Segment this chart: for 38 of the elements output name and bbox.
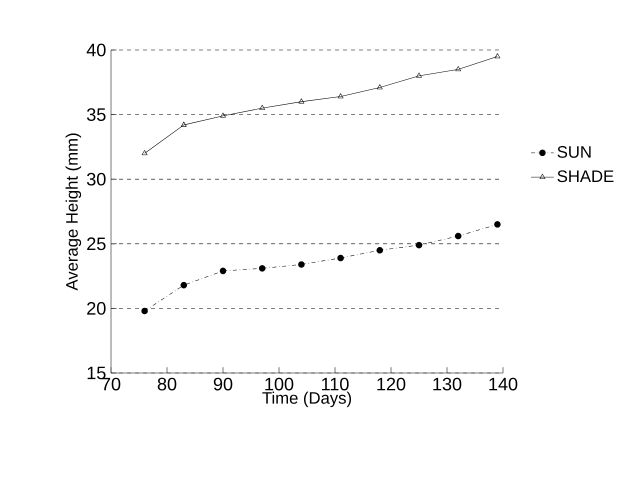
point	[180, 122, 187, 127]
x-tick-label: 110	[322, 378, 349, 390]
point	[141, 308, 148, 314]
point	[494, 53, 500, 58]
y-tick-label: 40	[86, 44, 106, 56]
point	[220, 268, 226, 274]
y-tick-label: 30	[86, 172, 106, 186]
x-tick-label: 140	[489, 378, 518, 390]
legend-label: SUN	[558, 146, 591, 158]
y-tick-label: 25	[87, 237, 106, 250]
point	[259, 104, 266, 110]
point	[180, 282, 188, 288]
point	[337, 254, 344, 262]
x-tick-label: 120	[377, 378, 406, 390]
y-tick-label: 15	[88, 366, 106, 380]
point	[494, 221, 501, 228]
point	[416, 72, 422, 78]
point	[142, 150, 148, 156]
point	[376, 246, 384, 254]
point	[338, 93, 344, 98]
point	[258, 265, 266, 272]
x-tick-label: 100	[265, 378, 294, 390]
y-axis-title: Average Height (mm)	[66, 134, 82, 290]
y-tick-label: 20	[87, 302, 106, 315]
point	[416, 242, 422, 248]
point	[454, 232, 462, 240]
point	[298, 261, 305, 268]
point	[455, 66, 462, 72]
x-tick-label: 70	[102, 378, 120, 390]
point	[220, 112, 226, 118]
x-tick-label: 80	[158, 378, 176, 390]
x-tick-label: 130	[433, 378, 462, 390]
y-tick-label: 35	[86, 108, 106, 121]
point	[376, 84, 383, 90]
x-tick-label: 90	[214, 378, 232, 390]
x-axis-title: Time (Days)	[262, 392, 352, 408]
legend-label: SHADE	[558, 170, 614, 182]
point	[298, 98, 304, 104]
